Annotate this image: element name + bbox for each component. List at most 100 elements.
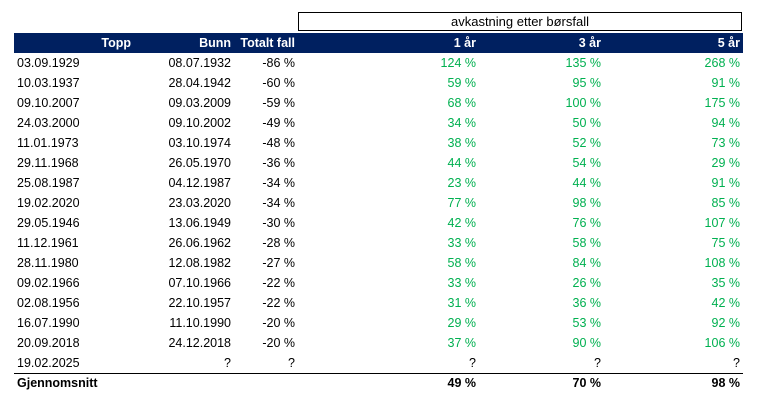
cell-total-drop: -30 % (262, 216, 295, 230)
cell-peak-date: 02.08.1956 (17, 296, 80, 310)
cell-peak-date: 19.02.2020 (17, 196, 80, 210)
cell-return-5-year: 91 % (711, 176, 741, 190)
cell-total-drop: -20 % (262, 336, 295, 350)
table-row: 11.12.1961 26.06.1962 -28 % 33 % 58 % 75 % (14, 233, 743, 253)
cell-return-1-year: 42 % (447, 216, 477, 230)
average-label: Gjennomsnitt (14, 373, 298, 393)
cell-total-drop: ? (288, 356, 295, 370)
cell-return-3-year: 84 % (572, 256, 602, 270)
cell-return-3-year: 26 % (572, 276, 602, 290)
cell-return-3-year: 53 % (572, 316, 602, 330)
cell-return-1-year: ? (469, 356, 476, 370)
cell-return-1-year: 33 % (447, 276, 477, 290)
cell-peak-date: 29.05.1946 (17, 216, 80, 230)
cell-peak-date: 20.09.2018 (17, 336, 80, 350)
table-row: 24.03.2000 09.10.2002 -49 % 34 % 50 % 94 % (14, 113, 743, 133)
cell-trough-date: 09.03.2009 (168, 96, 231, 110)
cell-peak-date: 16.07.1990 (17, 316, 80, 330)
cell-peak-date: 28.11.1980 (17, 256, 79, 270)
returns-group-header: avkastning etter børsfall (298, 12, 742, 31)
average-return-5-year: 98 % (604, 373, 743, 393)
cell-peak-date: 10.03.1937 (17, 76, 80, 90)
cell-return-3-year: 36 % (572, 296, 602, 310)
cell-return-1-year: 38 % (447, 136, 477, 150)
cell-total-drop: -22 % (262, 296, 295, 310)
average-return-1-year: 49 % (298, 373, 479, 393)
cell-total-drop: -49 % (262, 116, 295, 130)
cell-return-3-year: 95 % (572, 76, 602, 90)
cell-return-3-year: 100 % (565, 96, 601, 110)
cell-total-drop: -22 % (262, 276, 295, 290)
cell-total-drop: -60 % (262, 76, 295, 90)
cell-return-3-year: 98 % (572, 196, 602, 210)
col-header-5-year: 5 år (604, 33, 743, 53)
cell-total-drop: -27 % (262, 256, 295, 270)
cell-peak-date: 11.01.1973 (17, 136, 79, 150)
cell-peak-date: 09.10.2007 (17, 96, 80, 110)
cell-return-1-year: 44 % (447, 156, 477, 170)
table-row: 29.05.1946 13.06.1949 -30 % 42 % 76 % 107 % (14, 213, 743, 233)
cell-trough-date: 09.10.2002 (168, 116, 231, 130)
cell-return-5-year: 85 % (711, 196, 741, 210)
table-row: 20.09.2018 24.12.2018 -20 % 37 % 90 % 106 % (14, 333, 743, 353)
cell-return-1-year: 34 % (447, 116, 477, 130)
cell-return-5-year: 75 % (711, 236, 741, 250)
cell-return-1-year: 23 % (447, 176, 477, 190)
cell-return-3-year: 50 % (572, 116, 602, 130)
cell-total-drop: -34 % (262, 176, 295, 190)
table-row: 10.03.1937 28.04.1942 -60 % 59 % 95 % 91 % (14, 73, 743, 93)
cell-trough-date: 26.05.1970 (168, 156, 231, 170)
cell-trough-date: 26.06.1962 (168, 236, 231, 250)
cell-trough-date: 03.10.1974 (168, 136, 231, 150)
cell-trough-date: ? (224, 356, 231, 370)
table-row: 02.08.1956 22.10.1957 -22 % 31 % 36 % 42 % (14, 293, 743, 313)
cell-return-1-year: 58 % (447, 256, 477, 270)
cell-peak-date: 19.02.2025 (17, 356, 80, 370)
cell-trough-date: 23.03.2020 (168, 196, 231, 210)
cell-return-5-year: ? (733, 356, 740, 370)
col-header-peak: Topp (14, 33, 134, 53)
cell-return-5-year: 108 % (704, 256, 740, 270)
cell-peak-date: 25.08.1987 (17, 176, 80, 190)
cell-return-5-year: 29 % (711, 156, 741, 170)
table-row: 19.02.2025????? (14, 353, 743, 374)
cell-return-3-year: 44 % (572, 176, 602, 190)
cell-return-1-year: 37 % (447, 336, 477, 350)
cell-trough-date: 13.06.1949 (168, 216, 231, 230)
cell-return-5-year: 94 % (711, 116, 741, 130)
table-row: 11.01.1973 03.10.1974 -48 % 38 % 52 % 73 % (14, 133, 743, 153)
cell-return-5-year: 107 % (704, 216, 740, 230)
cell-return-1-year: 68 % (447, 96, 477, 110)
table-row: 09.10.2007 09.03.2009 -59 % 68 % 100 % 175 % (14, 93, 743, 113)
cell-trough-date: 24.12.2018 (168, 336, 231, 350)
cell-return-1-year: 77 % (447, 196, 477, 210)
cell-trough-date: 04.12.1987 (168, 176, 231, 190)
table-header-row: Topp Bunn Totalt fall 1 år 3 år 5 år (14, 33, 743, 53)
cell-total-drop: -34 % (262, 196, 295, 210)
cell-return-5-year: 92 % (711, 316, 741, 330)
cell-peak-date: 03.09.1929 (17, 56, 80, 70)
table-row: 09.02.1966 07.10.1966 -22 % 33 % 26 % 35 % (14, 273, 743, 293)
cell-return-3-year: ? (594, 356, 601, 370)
cell-trough-date: 22.10.1957 (168, 296, 231, 310)
cell-return-3-year: 54 % (572, 156, 602, 170)
col-header-3-year: 3 år (479, 33, 604, 53)
cell-peak-date: 24.03.2000 (17, 116, 80, 130)
market-crash-table: Topp Bunn Totalt fall 1 år 3 år 5 år 03.… (14, 33, 743, 393)
cell-peak-date: 11.12.1961 (17, 236, 79, 250)
average-row: Gjennomsnitt 49 % 70 % 98 % (14, 373, 743, 393)
table-row: 03.09.1929 08.07.1932 -86 % 124 % 135 % 268 % (14, 53, 743, 73)
cell-return-5-year: 175 % (704, 96, 740, 110)
table-row: 28.11.1980 12.08.1982 -27 % 58 % 84 % 108 % (14, 253, 743, 273)
table-row: 25.08.1987 04.12.1987 -34 % 23 % 44 % 91 % (14, 173, 743, 193)
cell-trough-date: 11.10.1990 (169, 316, 231, 330)
table-row: 29.11.1968 26.05.1970 -36 % 44 % 54 % 29 % (14, 153, 743, 173)
cell-return-5-year: 35 % (711, 276, 741, 290)
cell-return-3-year: 58 % (572, 236, 602, 250)
cell-trough-date: 12.08.1982 (168, 256, 231, 270)
cell-return-1-year: 59 % (447, 76, 477, 90)
cell-peak-date: 29.11.1968 (17, 156, 79, 170)
cell-trough-date: 08.07.1932 (168, 56, 231, 70)
col-header-total-drop: Totalt fall (234, 33, 298, 53)
cell-return-1-year: 33 % (447, 236, 477, 250)
